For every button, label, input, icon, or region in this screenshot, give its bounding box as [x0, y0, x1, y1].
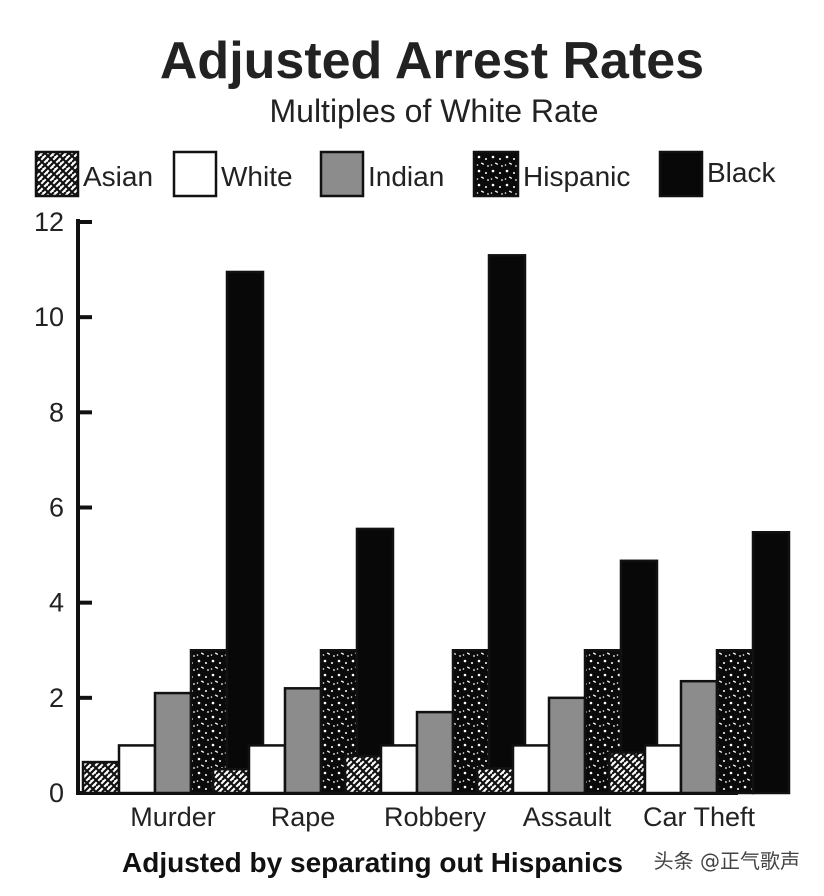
x-axis-label: Adjusted by separating out Hispanics	[122, 847, 623, 878]
category-label: Murder	[130, 802, 216, 832]
y-tick-label: 6	[49, 493, 64, 523]
y-tick-label: 2	[49, 683, 64, 713]
bar-hispanic-car-theft	[715, 649, 755, 795]
bar-indian-assault	[547, 696, 587, 795]
bar-asian-car-theft	[607, 751, 647, 795]
bar-asian-robbery	[343, 754, 383, 795]
watermark: 头条 @正气歌声	[654, 849, 800, 873]
bar-white-car-theft	[643, 744, 683, 795]
y-tick-label: 10	[34, 302, 64, 332]
legend-label-asian: Asian	[83, 161, 153, 192]
chart-subtitle: Multiples of White Rate	[269, 93, 598, 129]
bar-black-murder	[225, 270, 265, 795]
legend-swatch-hispanic	[472, 150, 520, 198]
bar-white-rape	[247, 744, 287, 795]
bars	[81, 254, 791, 795]
y-tick-label: 0	[49, 778, 64, 808]
bar-black-robbery	[487, 254, 527, 795]
y-tick-label: 4	[49, 588, 64, 618]
legend-swatch-asian	[34, 150, 80, 198]
bar-white-robbery	[379, 744, 419, 795]
legend-label-black: Black	[707, 157, 776, 188]
bar-asian-rape	[211, 767, 251, 795]
y-tick-label: 12	[34, 207, 64, 237]
category-label: Rape	[271, 802, 336, 832]
bar-white-murder	[117, 744, 157, 795]
category-label: Car Theft	[643, 802, 756, 832]
legend-swatch-indian	[319, 150, 365, 198]
legend-label-indian: Indian	[368, 161, 444, 192]
bar-black-car-theft	[751, 530, 791, 795]
category-label: Robbery	[384, 802, 487, 832]
bar-indian-robbery	[415, 710, 455, 795]
legend-label-hispanic: Hispanic	[523, 161, 630, 192]
chart-title: Adjusted Arrest Rates	[160, 32, 704, 90]
bar-asian-assault	[475, 767, 515, 795]
bar-indian-car-theft	[679, 679, 719, 795]
legend-label-white: White	[221, 161, 293, 192]
bar-indian-murder	[153, 691, 193, 795]
legend-swatch-white	[172, 150, 218, 198]
category-labels: Murder Rape Robbery Assault Car Theft	[130, 802, 755, 832]
bar-indian-rape	[283, 687, 323, 795]
legend: Asian White Indian Hispanic Black	[34, 150, 776, 198]
bar-white-assault	[511, 744, 551, 795]
bar-asian-murder	[81, 760, 121, 795]
y-tick-label: 8	[49, 397, 64, 427]
legend-swatch-black	[658, 150, 704, 198]
category-label: Assault	[523, 802, 612, 832]
